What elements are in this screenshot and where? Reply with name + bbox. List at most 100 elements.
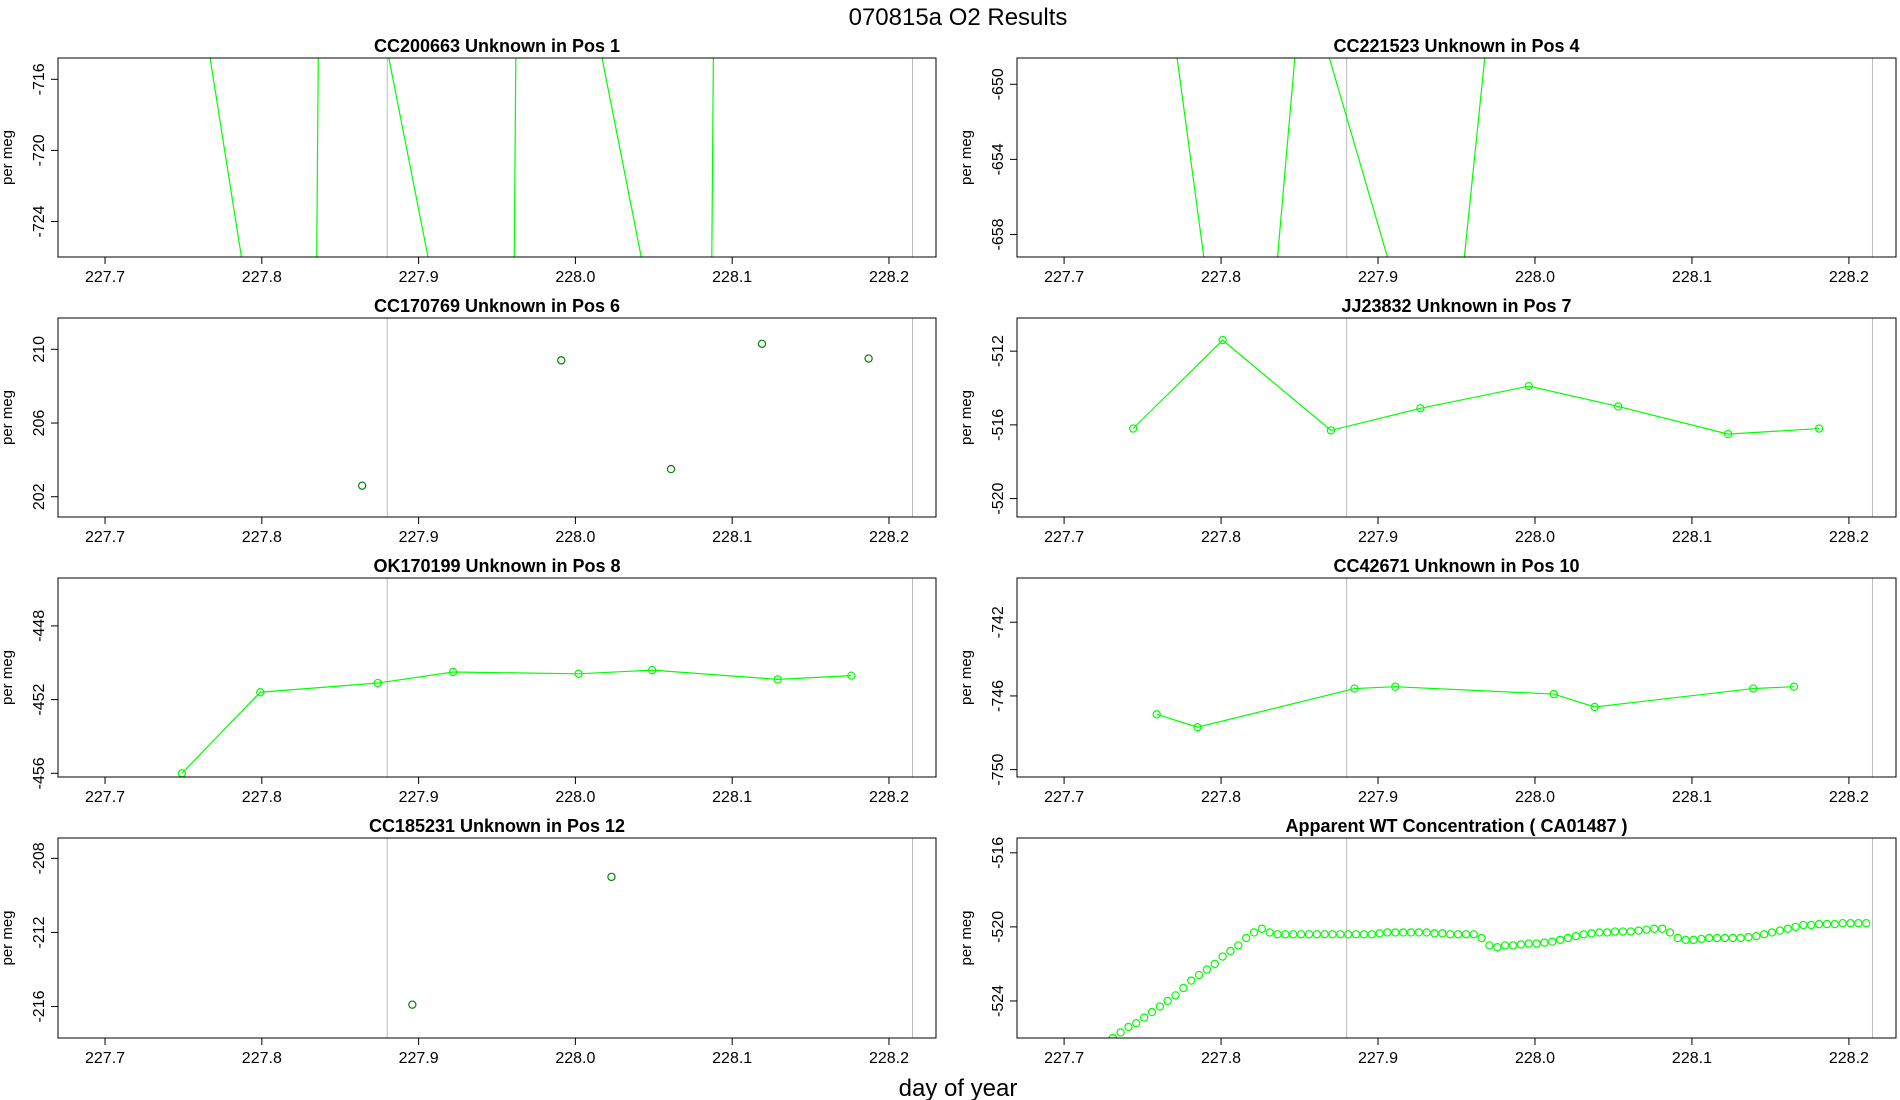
x-tick-label: 228.1 [1672, 529, 1712, 546]
y-tick-label: -516 [990, 409, 1007, 441]
data-point [1351, 930, 1361, 939]
data-point [1626, 927, 1635, 936]
data-point [1328, 930, 1337, 939]
figure-title: 070815a O2 Results [849, 4, 1068, 31]
y-tick-label: -716 [31, 63, 48, 95]
y-tick-label: -456 [31, 757, 48, 789]
data-point [1265, 928, 1274, 937]
data-point [1296, 930, 1306, 939]
data-point [448, 667, 458, 677]
data-point [607, 872, 616, 882]
figure-xlabel: day of year [899, 1075, 1018, 1100]
data-point [1590, 702, 1599, 712]
plot-frame [1016, 577, 1897, 778]
panel-title: JJ23832 Unknown in Pos 7 [1341, 296, 1571, 316]
data-point [1128, 424, 1138, 433]
plot-frame [57, 317, 937, 518]
data-point [557, 356, 566, 365]
data-point [1595, 928, 1604, 937]
x-tick-label: 228.1 [712, 1050, 752, 1067]
data-point [1642, 925, 1651, 934]
y-tick-label: -724 [31, 205, 48, 237]
y-tick-label: -650 [990, 68, 1007, 100]
data-point [864, 354, 873, 363]
data-point [666, 464, 676, 474]
plot-area [1128, 335, 1824, 439]
x-tick-label: 227.9 [1358, 1050, 1398, 1067]
series-line [1132, 339, 1820, 435]
data-point [1147, 1007, 1157, 1017]
y-tick-label: -512 [990, 335, 1007, 367]
data-point [1744, 932, 1753, 942]
y-tick-label: -750 [990, 754, 1007, 786]
data-point [1312, 930, 1322, 939]
y-axis-label: per meg [0, 130, 16, 185]
series-line [1463, 58, 1486, 257]
data-point [1304, 930, 1314, 939]
y-tick-label: -524 [990, 985, 1007, 1017]
plot-frame [57, 577, 937, 778]
y-tick-label: 202 [31, 483, 48, 510]
y-axis-label: per meg [958, 390, 975, 445]
data-point [1791, 922, 1800, 932]
data-point [1555, 935, 1565, 945]
data-point [1748, 684, 1758, 693]
data-point [1500, 941, 1510, 950]
x-tick-label: 228.0 [1515, 1050, 1555, 1067]
panels: CC200663 Unknown in Pos 1 227.7 227.8 227.9… [0, 36, 1897, 1067]
data-point [1854, 918, 1863, 928]
data-point [1234, 941, 1243, 950]
data-point [1807, 920, 1816, 930]
y-tick-label: 210 [31, 336, 48, 363]
data-point [1477, 933, 1486, 943]
x-tick-label: 227.9 [1358, 789, 1398, 806]
data-point [1610, 927, 1620, 936]
x-tick-label: 227.9 [1358, 529, 1398, 546]
data-point [1783, 924, 1792, 933]
x-tick-label: 228.2 [869, 269, 909, 286]
panel-title: Apparent WT Concentration ( CA01487 ) [1285, 816, 1627, 836]
plot-area [1176, 58, 1486, 257]
x-tick-label: 228.2 [1829, 789, 1869, 806]
panel-title: CC200663 Unknown in Pos 1 [374, 36, 620, 56]
panel-1: CC200663 Unknown in Pos 1 227.7 227.8 227.9… [0, 36, 937, 286]
x-tick-label: 228.0 [1515, 529, 1555, 546]
data-point [1705, 933, 1714, 943]
data-point [1391, 682, 1400, 691]
panel-7: CC185231 Unknown in Pos 12 227.7 227.8 227.… [0, 816, 937, 1067]
data-point [1132, 1018, 1141, 1028]
data-point [1367, 930, 1376, 939]
data-point [1548, 937, 1557, 946]
data-point [1571, 931, 1580, 941]
x-tick-label: 227.7 [85, 789, 125, 806]
data-point [1226, 946, 1235, 956]
data-point [1485, 941, 1494, 950]
data-point [1799, 920, 1808, 930]
data-point [373, 678, 383, 688]
x-tick-label: 228.0 [555, 269, 595, 286]
data-point [1613, 402, 1623, 411]
data-point [847, 671, 856, 680]
data-point [1540, 938, 1549, 947]
data-point [1524, 939, 1533, 948]
data-point [1257, 924, 1267, 933]
plot-area [209, 58, 714, 257]
data-point [1155, 1002, 1165, 1011]
y-tick-label: -658 [990, 218, 1007, 250]
data-point [1752, 931, 1761, 941]
data-point [1336, 930, 1345, 939]
data-point [1241, 933, 1251, 943]
data-point [1759, 930, 1769, 939]
data-point [1775, 926, 1785, 935]
y-tick-label: -746 [990, 680, 1007, 712]
panel-6: CC42671 Unknown in Pos 10 227.7 227.8 227.9… [958, 556, 1897, 806]
panel-title: CC185231 Unknown in Pos 12 [369, 816, 625, 836]
data-point [1712, 933, 1722, 943]
data-point [1152, 710, 1161, 719]
data-point [1171, 991, 1180, 1000]
x-tick-label: 227.9 [399, 529, 439, 546]
series-line [209, 58, 243, 257]
plot-frame [57, 57, 937, 258]
x-tick-label: 227.7 [85, 1050, 125, 1067]
x-tick-label: 227.8 [242, 269, 282, 286]
